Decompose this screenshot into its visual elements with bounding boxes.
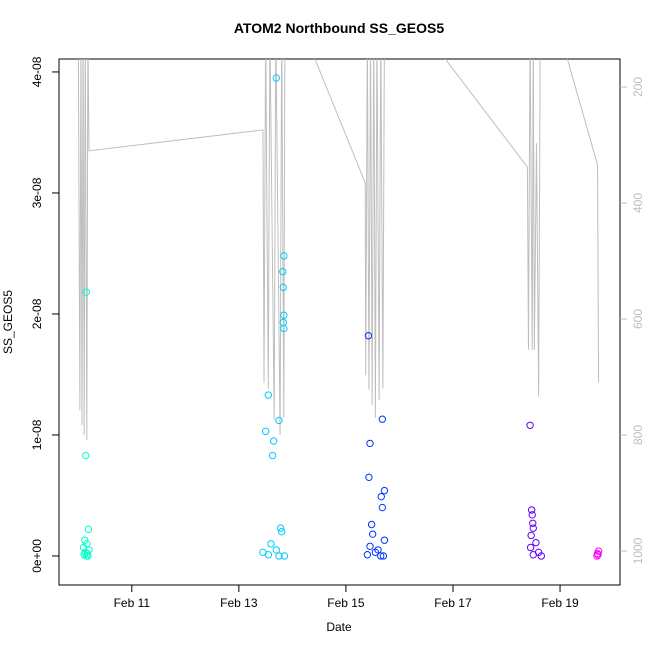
data-point xyxy=(527,506,536,514)
data-point xyxy=(368,530,377,538)
x-tick-label: Feb 19 xyxy=(541,596,579,610)
line-layer xyxy=(77,59,600,441)
data-point xyxy=(280,252,288,260)
data-point xyxy=(264,391,273,399)
data-point xyxy=(82,451,90,460)
data-point xyxy=(267,540,275,548)
data-point xyxy=(261,427,270,436)
data-point xyxy=(532,538,540,547)
data-point xyxy=(279,283,287,292)
plot-frame xyxy=(58,58,621,586)
data-point xyxy=(378,503,387,512)
data-point xyxy=(366,542,374,550)
y-tick-label: 2e-08 xyxy=(30,298,44,329)
data-point xyxy=(80,536,89,544)
y2-tick-label: 600 xyxy=(631,309,645,329)
x-tick-label: Feb 11 xyxy=(114,596,151,610)
y-tick-label: 1e-08 xyxy=(30,419,44,450)
data-point xyxy=(594,551,602,559)
data-point xyxy=(366,439,374,448)
data-point xyxy=(363,551,372,559)
data-point xyxy=(272,74,281,82)
data-point xyxy=(526,543,535,552)
data-point xyxy=(526,421,534,429)
data-point xyxy=(528,511,536,519)
data-point xyxy=(280,324,288,333)
data-point xyxy=(280,311,288,319)
profile-line xyxy=(77,59,600,441)
data-point xyxy=(279,267,287,276)
y2-tick-label: 400 xyxy=(631,193,645,213)
y2-tick-label: 800 xyxy=(631,425,645,445)
x-tick-label: Feb 17 xyxy=(434,596,472,610)
data-point xyxy=(367,520,376,529)
chart-title: ATOM2 Northbound SS_GEOS5 xyxy=(234,20,444,36)
data-point xyxy=(364,332,373,340)
y2-tick-label: 200 xyxy=(631,77,645,97)
data-point xyxy=(378,415,387,423)
data-point xyxy=(264,551,273,559)
x-tick-label: Feb 13 xyxy=(220,596,258,610)
x-axis-label: Date xyxy=(326,620,352,634)
data-point xyxy=(371,548,380,557)
y-tick-label: 4e-08 xyxy=(30,56,44,87)
data-point xyxy=(593,552,601,560)
data-point xyxy=(277,528,286,536)
data-point xyxy=(365,473,373,482)
data-point xyxy=(527,531,535,540)
data-point xyxy=(84,525,93,534)
data-point xyxy=(537,552,546,560)
y-tick-label: 0e+00 xyxy=(30,539,44,573)
y2-tick-label: 1000 xyxy=(631,537,645,564)
data-point xyxy=(268,451,277,460)
data-point xyxy=(82,288,91,296)
data-point xyxy=(275,552,283,560)
data-point xyxy=(377,492,385,501)
data-point xyxy=(377,552,385,560)
data-point xyxy=(380,536,389,544)
data-point xyxy=(529,524,537,532)
y-axis-label: SS_GEOS5 xyxy=(1,290,15,354)
y-tick-label: 3e-08 xyxy=(30,177,44,208)
data-point xyxy=(529,551,537,559)
data-point xyxy=(269,437,278,445)
data-point xyxy=(280,552,289,560)
data-point xyxy=(84,552,92,560)
data-point xyxy=(379,552,388,560)
data-point xyxy=(275,416,283,425)
data-point xyxy=(272,546,281,554)
data-point xyxy=(276,524,285,532)
data-point xyxy=(380,486,389,495)
x-tick-label: Feb 15 xyxy=(327,596,365,610)
data-point xyxy=(529,519,537,527)
